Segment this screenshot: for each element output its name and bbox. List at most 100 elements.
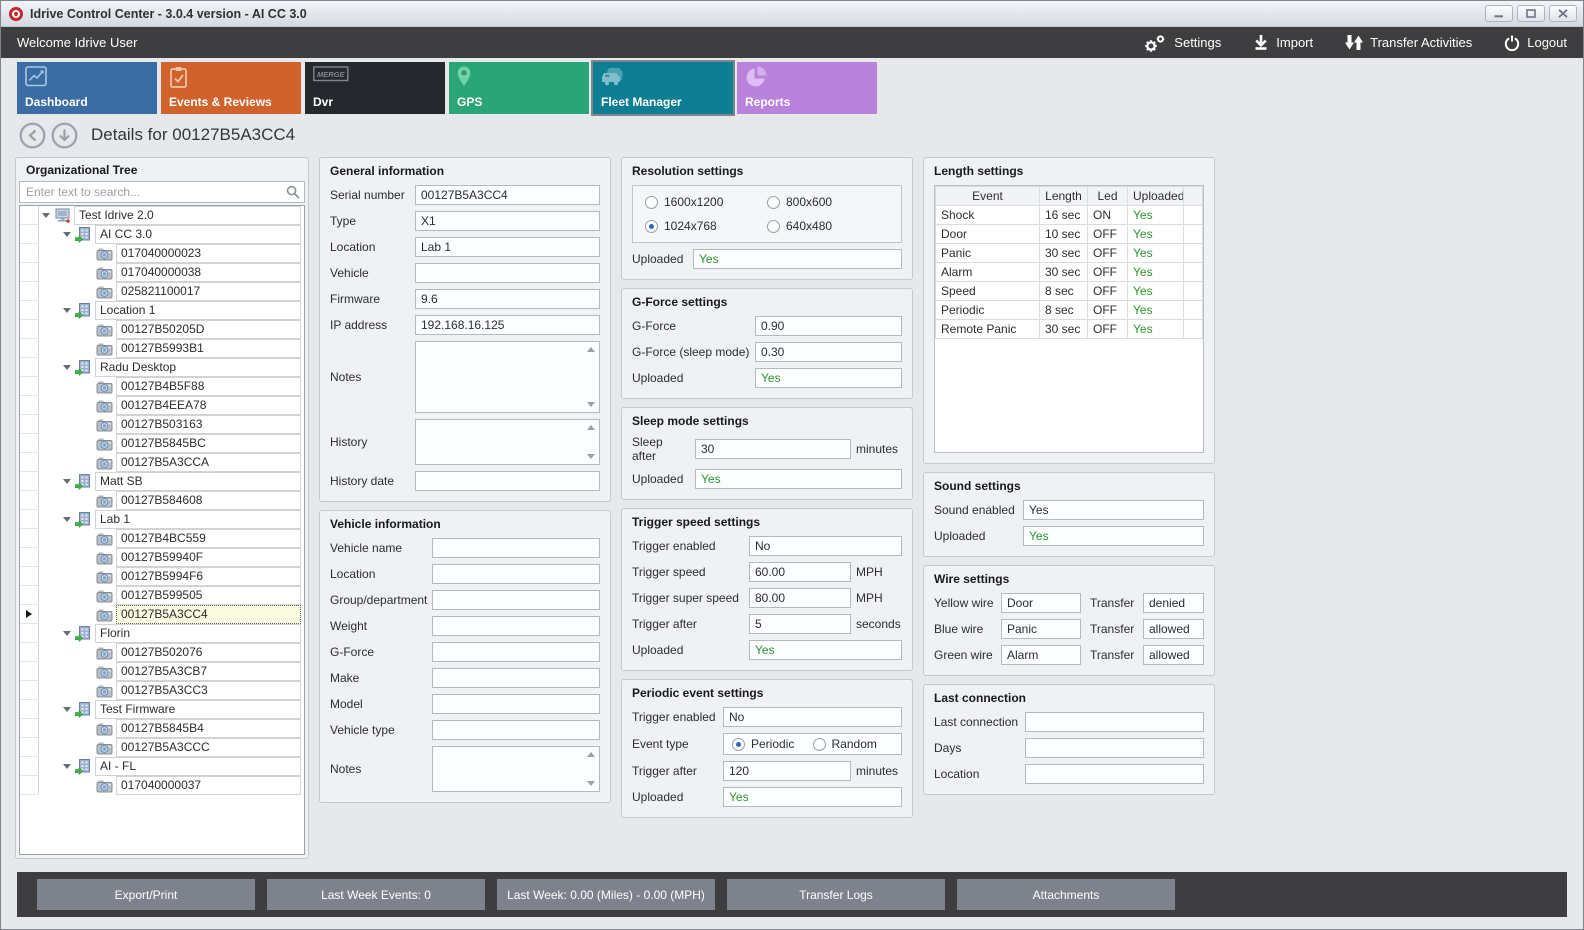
radio-option-random[interactable]: Random [812, 737, 894, 751]
radio-option-periodic[interactable]: Periodic [732, 737, 813, 751]
tree-row[interactable]: Matt SB [20, 472, 304, 491]
tree-row[interactable]: AI CC 3.0 [20, 225, 304, 244]
uploaded-input[interactable] [1023, 526, 1204, 546]
resolution-option-800x600[interactable]: 800x600 [767, 195, 889, 209]
days-input[interactable] [1025, 738, 1204, 758]
settings-button[interactable]: Settings [1143, 33, 1221, 53]
tree-row[interactable]: 017040000037 [20, 776, 304, 795]
tab-gps[interactable]: GPS [449, 62, 589, 114]
resolution-option-640x480[interactable]: 640x480 [767, 219, 889, 233]
tab-dvr[interactable]: MERGE Dvr [305, 62, 445, 114]
expander-icon[interactable] [62, 628, 74, 640]
resolution-option-1024x768[interactable]: 1024x768 [645, 219, 767, 233]
trigger-after-input[interactable] [723, 761, 851, 781]
uploaded-input[interactable] [723, 787, 902, 807]
tree-row[interactable]: 00127B4B5F88 [20, 377, 304, 396]
green-wire-input[interactable] [1001, 645, 1081, 665]
blue-wire-transfer-input[interactable] [1143, 619, 1204, 639]
tree-row[interactable]: 00127B502076 [20, 643, 304, 662]
tree-row[interactable]: 00127B584608 [20, 491, 304, 510]
tree-row[interactable]: 025821100017 [20, 282, 304, 301]
serial-number-input[interactable] [415, 185, 600, 205]
weight-input[interactable] [432, 616, 600, 636]
tree-row[interactable]: 00127B503163 [20, 415, 304, 434]
g-force-sleep-mode-input[interactable] [755, 342, 902, 362]
import-button[interactable]: Import [1253, 34, 1313, 51]
history-date-input[interactable] [415, 471, 600, 491]
trigger-super-speed-input[interactable] [749, 588, 851, 608]
tree-row[interactable]: AI - FL [20, 757, 304, 776]
location-input[interactable] [415, 237, 600, 257]
group-department-input[interactable] [432, 590, 600, 610]
type-input[interactable] [415, 211, 600, 231]
tree-row[interactable]: 00127B5A3CCC [20, 738, 304, 757]
vehicle-type-input[interactable] [432, 720, 600, 740]
tree-row[interactable]: Radu Desktop [20, 358, 304, 377]
green-wire-transfer-input[interactable] [1143, 645, 1204, 665]
last-connection-input[interactable] [1025, 712, 1204, 732]
tree-row[interactable]: 00127B5845B4 [20, 719, 304, 738]
location-input[interactable] [432, 564, 600, 584]
scroll-down-icon[interactable] [587, 402, 595, 407]
trigger-enabled-input[interactable] [749, 536, 902, 556]
vehicle-input[interactable] [415, 263, 600, 283]
expander-icon[interactable] [62, 229, 74, 241]
expander-icon[interactable] [62, 362, 74, 374]
back-button[interactable] [19, 122, 46, 149]
export-print-button[interactable]: Export/Print [37, 879, 255, 910]
sound-enabled-input[interactable] [1023, 500, 1204, 520]
tree-row[interactable]: Lab 1 [20, 510, 304, 529]
uploaded-input[interactable] [693, 249, 902, 269]
expander-icon[interactable] [62, 761, 74, 773]
trigger-after-input[interactable] [749, 614, 851, 634]
make-input[interactable] [432, 668, 600, 688]
transfer-logs-button[interactable]: Transfer Logs [727, 879, 945, 910]
tree-row[interactable]: Test Idrive 2.0 [20, 206, 304, 225]
trigger-speed-input[interactable] [749, 562, 851, 582]
tree-row[interactable]: 00127B5994F6 [20, 567, 304, 586]
scroll-up-icon[interactable] [587, 752, 595, 757]
tree-row[interactable]: 00127B59940F [20, 548, 304, 567]
length-settings-row[interactable]: Remote Panic 30 sec OFF Yes [935, 319, 1203, 339]
ip-address-input[interactable] [415, 315, 600, 335]
sleep-after-input[interactable] [695, 439, 851, 459]
last-week-events-0-button[interactable]: Last Week Events: 0 [267, 879, 485, 910]
notes-textarea[interactable] [415, 341, 600, 413]
length-settings-row[interactable]: Periodic 8 sec OFF Yes [935, 300, 1203, 320]
trigger-enabled-input[interactable] [723, 707, 902, 727]
yellow-wire-transfer-input[interactable] [1143, 593, 1204, 613]
length-settings-row[interactable]: Shock 16 sec ON Yes [935, 205, 1203, 225]
expander-icon[interactable] [62, 514, 74, 526]
length-settings-row[interactable]: Alarm 30 sec OFF Yes [935, 262, 1203, 282]
tab-reports[interactable]: Reports [737, 62, 877, 114]
transfer-activities-button[interactable]: Transfer Activities [1345, 34, 1472, 51]
vehicle-name-input[interactable] [432, 538, 600, 558]
tree-row[interactable]: 00127B5A3CB7 [20, 662, 304, 681]
last-week-0-00-miles-0-00-mph-button[interactable]: Last Week: 0.00 (Miles) - 0.00 (MPH) [497, 879, 715, 910]
tree-row[interactable]: 00127B5A3CCA [20, 453, 304, 472]
scroll-up-icon[interactable] [587, 425, 595, 430]
g-force-input[interactable] [755, 316, 902, 336]
tree-row[interactable]: Florin [20, 624, 304, 643]
location-input[interactable] [1025, 764, 1204, 784]
logout-button[interactable]: Logout [1504, 35, 1567, 51]
yellow-wire-input[interactable] [1001, 593, 1081, 613]
tree-row[interactable]: 017040000038 [20, 263, 304, 282]
tab-fleet-manager[interactable]: Fleet Manager [591, 60, 735, 116]
scroll-down-icon[interactable] [587, 454, 595, 459]
notes-textarea[interactable] [432, 746, 600, 792]
maximize-button[interactable] [1517, 5, 1545, 22]
tree-row[interactable]: 00127B5A3CC3 [20, 681, 304, 700]
length-settings-row[interactable]: Panic 30 sec OFF Yes [935, 243, 1203, 263]
tab-events-reviews[interactable]: Events & Reviews [161, 62, 301, 114]
tree-search-input[interactable] [19, 181, 305, 203]
close-button[interactable] [1549, 5, 1577, 22]
tree-row[interactable]: 00127B50205D [20, 320, 304, 339]
firmware-input[interactable] [415, 289, 600, 309]
scroll-up-icon[interactable] [587, 347, 595, 352]
resolution-option-1600x1200[interactable]: 1600x1200 [645, 195, 767, 209]
scroll-down-icon[interactable] [587, 781, 595, 786]
minimize-button[interactable] [1485, 5, 1513, 22]
expander-icon[interactable] [62, 305, 74, 317]
expander-icon[interactable] [62, 704, 74, 716]
